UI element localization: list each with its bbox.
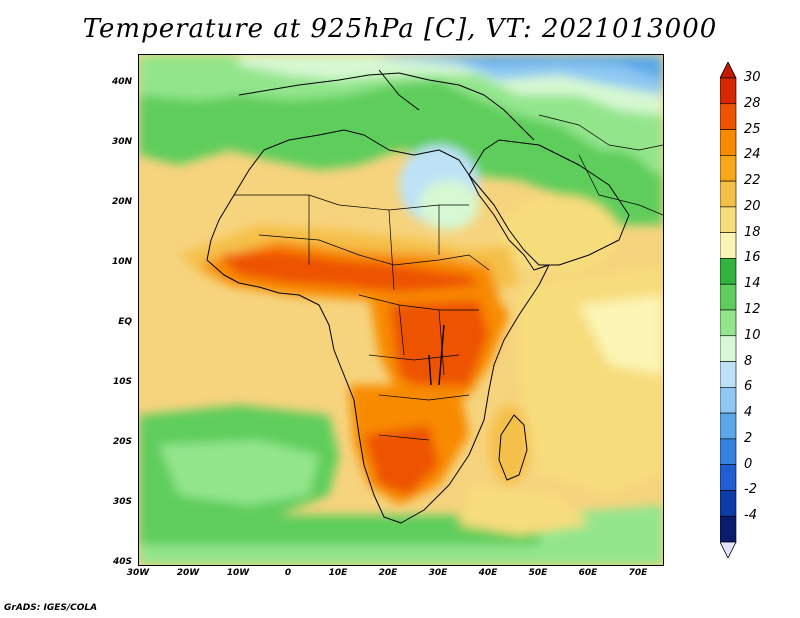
lat-tick-10n: 10N (111, 257, 132, 267)
colorbar-swatch (720, 490, 737, 517)
colorbar-label: 25 (744, 121, 761, 137)
lat-tick-20n: 20N (111, 197, 132, 207)
colorbar-swatch (720, 232, 737, 259)
lon-tick-10w: 10W (226, 568, 250, 578)
lon-tick-70e: 70E (628, 568, 648, 578)
lon-tick-10e: 10E (328, 568, 348, 578)
colorbar-swatch (720, 335, 737, 362)
arabia-coastline (468, 139, 630, 266)
madagascar-coastline (498, 414, 528, 481)
colorbar-label: 24 (744, 147, 761, 163)
lat-tick-20s: 20S (112, 437, 132, 447)
map-canvas (139, 55, 663, 565)
colorbar-label: 6 (744, 379, 753, 395)
colorbar-label: 20 (744, 198, 761, 214)
coastlines (206, 69, 663, 524)
colorbar-label: 0 (744, 456, 753, 472)
colorbar-swatch (720, 103, 737, 130)
colorbar-label: 12 (744, 302, 761, 317)
colorbar-label: 4 (744, 405, 753, 421)
colorbar-label: 28 (744, 95, 761, 111)
colorbar-label: 18 (744, 224, 761, 240)
lat-tick-40s: 40S (112, 557, 132, 567)
colorbar-label: 22 (744, 173, 761, 189)
colorbar-swatch (720, 387, 737, 414)
colorbar: 30 28 25 24 22 20 18 16 14 12 10 8 6 4 2 0 -2 -4 (720, 62, 800, 558)
colorbar-label: 10 (744, 327, 761, 343)
colorbar-label: -2 (744, 482, 757, 498)
lon-tick-60e: 60E (578, 568, 598, 578)
colorbar-upper-triangle (720, 62, 737, 79)
lon-tick-20w: 20W (176, 568, 200, 578)
colorbar-swatch (720, 283, 737, 311)
colorbar-swatch (720, 309, 737, 337)
lon-tick-40e: 40E (478, 568, 498, 578)
colorbar-label: 30 (744, 70, 761, 85)
temperature-field (139, 55, 663, 565)
colorbar-lower-triangle (720, 541, 737, 558)
colorbar-label: -4 (744, 508, 757, 524)
lat-tick-eq: EQ (118, 317, 132, 327)
colorbar-label: 8 (744, 353, 753, 369)
lon-tick-50e: 50E (528, 568, 548, 578)
colorbar-swatch (720, 206, 737, 233)
colorbar-swatch (720, 438, 737, 465)
colorbar-swatch (720, 258, 737, 285)
africa-coastline (206, 129, 550, 524)
colorbar-swatch (720, 464, 737, 491)
colorbar-scale (720, 62, 737, 558)
colorbar-swatch (720, 361, 737, 388)
credit-text: GrADS: IGES/COLA (4, 603, 98, 613)
italy-coastline (378, 69, 420, 111)
colorbar-swatch (720, 129, 737, 156)
lat-tick-30s: 30S (112, 497, 132, 507)
page-title: Temperature at 925hPa [C], VT: 202101300… (82, 14, 718, 44)
lat-tick-40n: 40N (111, 77, 132, 87)
colorbar-label: 2 (744, 430, 753, 446)
colorbar-swatch (720, 180, 737, 208)
colorbar-swatch (720, 515, 737, 543)
colorbar-swatch (720, 155, 737, 182)
colorbar-swatch (720, 77, 737, 105)
colorbar-swatch (720, 412, 737, 440)
europe-coastline (238, 72, 535, 141)
temperature-map (138, 54, 664, 566)
lat-tick-30n: 30N (111, 137, 132, 147)
colorbar-label: 14 (744, 276, 761, 292)
lon-tick-0: 0 (284, 568, 292, 578)
lon-tick-30w: 30W (126, 568, 150, 578)
lat-tick-10s: 10S (112, 377, 132, 387)
lon-tick-20e: 20E (378, 568, 398, 578)
colorbar-label: 16 (744, 250, 761, 266)
lon-tick-30e: 30E (428, 568, 448, 578)
